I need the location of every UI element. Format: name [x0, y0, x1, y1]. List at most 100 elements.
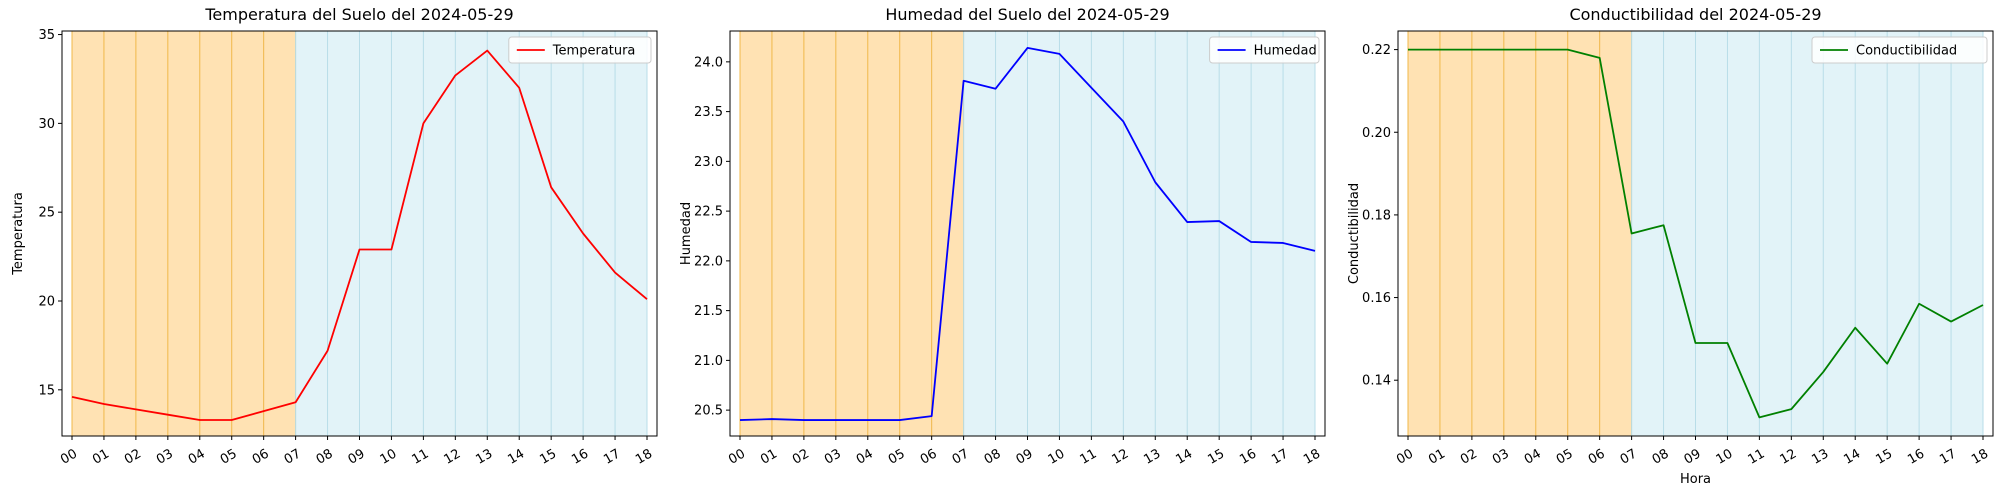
x-tick-label: 08	[1650, 446, 1672, 467]
day-band	[963, 31, 1315, 436]
chart-title: Temperatura del Suelo del 2024-05-29	[204, 5, 513, 24]
legend-box	[508, 36, 652, 64]
x-tick-label: 00	[1394, 446, 1416, 467]
x-tick-label: 16	[1905, 446, 1927, 467]
legend: Temperatura	[508, 36, 652, 64]
y-tick-label: 20.5	[694, 404, 723, 419]
y-tick-label: 0.20	[1362, 126, 1391, 141]
legend-label: Humedad	[1254, 44, 1317, 59]
y-axis-label: Temperatura	[11, 192, 26, 276]
x-tick-label: 09	[346, 446, 368, 467]
x-tick-label: 04	[186, 446, 208, 467]
x-tick-label: 16	[569, 446, 591, 467]
x-tick-label: 02	[122, 446, 144, 467]
y-axis-label: Humedad	[679, 202, 694, 265]
y-tick-label: 0.16	[1362, 291, 1391, 306]
x-tick-label: 00	[58, 446, 80, 467]
x-tick-label: 00	[726, 446, 748, 467]
y-tick-label: 35	[38, 28, 55, 43]
y-tick-label: 15	[38, 383, 55, 398]
x-tick-label: 18	[1969, 446, 1991, 467]
y-tick-label: 20	[38, 295, 55, 310]
y-axis-label: Conductibilidad	[1347, 183, 1362, 284]
x-tick-label: 12	[1110, 446, 1132, 467]
x-tick-label: 05	[1554, 446, 1576, 467]
x-tick-label: 04	[854, 446, 876, 467]
chart-title: Conductibilidad del 2024-05-29	[1569, 5, 1821, 24]
x-tick-label: 14	[1173, 446, 1195, 467]
night-band	[740, 31, 964, 436]
y-tick-label: 23.5	[694, 105, 723, 120]
legend: Humedad	[1209, 36, 1320, 64]
x-tick-label: 17	[601, 446, 623, 467]
x-tick-label: 02	[790, 446, 812, 467]
x-tick-label: 01	[90, 446, 112, 467]
legend-label: Temperatura	[552, 44, 636, 59]
x-tick-label: 10	[1046, 446, 1068, 467]
x-tick-label: 08	[314, 446, 336, 467]
y-tick-label: 21.0	[694, 354, 723, 369]
x-axis-label: Hora	[1680, 472, 1711, 487]
x-tick-label: 17	[1269, 446, 1291, 467]
x-tick-label: 18	[633, 446, 655, 467]
y-tick-label: 22.5	[694, 205, 723, 220]
x-tick-label: 13	[1809, 446, 1831, 467]
chart-temperatura: 00 01 02 03 04 05 06 07 08 09 10 11 12 13 14 15 16 17 18 15…	[11, 5, 658, 468]
y-tick-label: 23.0	[694, 155, 723, 170]
chart-conductibilidad: 00 01 02 03 04 05 06 07 08 09 10 11 12 13 14 15 16 17 18 0.…	[1347, 5, 1994, 487]
y-tick-label: 24.0	[694, 55, 723, 70]
y-tick-label: 21.5	[694, 304, 723, 319]
x-tick-label: 07	[950, 446, 972, 467]
chart-title: Humedad del Suelo del 2024-05-29	[885, 5, 1169, 24]
x-tick-label: 15	[537, 446, 559, 467]
chart-humedad: 00 01 02 03 04 05 06 07 08 09 10 11 12 13 14 15 16 17 18 20…	[679, 5, 1326, 468]
y-tick-label: 22.0	[694, 254, 723, 269]
x-tick-label: 08	[982, 446, 1004, 467]
x-tick-label: 03	[1490, 446, 1512, 467]
x-tick-label: 05	[218, 446, 240, 467]
x-tick-label: 15	[1205, 446, 1227, 467]
x-tick-label: 01	[1426, 446, 1448, 467]
y-tick-label: 25	[38, 206, 55, 221]
x-tick-label: 12	[1778, 446, 1800, 467]
x-tick-label: 06	[1586, 446, 1608, 467]
day-band	[1631, 31, 1983, 436]
x-tick-label: 07	[1618, 446, 1640, 467]
x-tick-label: 02	[1458, 446, 1480, 467]
night-band	[72, 31, 296, 436]
y-tick-label: 30	[38, 117, 55, 132]
legend: Conductibilidad	[1811, 36, 1988, 64]
x-tick-label: 10	[378, 446, 400, 467]
x-tick-label: 06	[250, 446, 272, 467]
y-tick-label: 0.14	[1362, 374, 1391, 389]
x-tick-label: 09	[1682, 446, 1704, 467]
x-tick-label: 12	[442, 446, 464, 467]
x-tick-label: 07	[282, 446, 304, 467]
x-tick-label: 16	[1237, 446, 1259, 467]
x-tick-label: 17	[1937, 446, 1959, 467]
x-tick-label: 03	[154, 446, 176, 467]
x-tick-label: 13	[473, 446, 495, 467]
x-tick-label: 11	[1746, 446, 1768, 467]
x-tick-label: 13	[1141, 446, 1163, 467]
x-tick-label: 14	[1841, 446, 1863, 467]
legend-label: Conductibilidad	[1856, 44, 1957, 59]
legend-box	[1811, 36, 1988, 64]
x-tick-label: 04	[1522, 446, 1544, 467]
x-tick-label: 15	[1873, 446, 1895, 467]
night-band	[1408, 31, 1632, 436]
y-tick-label: 0.18	[1362, 208, 1391, 223]
x-tick-label: 03	[822, 446, 844, 467]
x-tick-label: 01	[758, 446, 780, 467]
x-tick-label: 06	[918, 446, 940, 467]
x-tick-label: 11	[410, 446, 432, 467]
y-tick-label: 0.22	[1362, 43, 1391, 58]
x-tick-label: 11	[1078, 446, 1100, 467]
x-tick-label: 10	[1714, 446, 1736, 467]
x-tick-label: 14	[505, 446, 527, 467]
x-tick-label: 18	[1301, 446, 1323, 467]
x-tick-label: 09	[1014, 446, 1036, 467]
day-band	[295, 31, 647, 436]
x-tick-label: 05	[886, 446, 908, 467]
